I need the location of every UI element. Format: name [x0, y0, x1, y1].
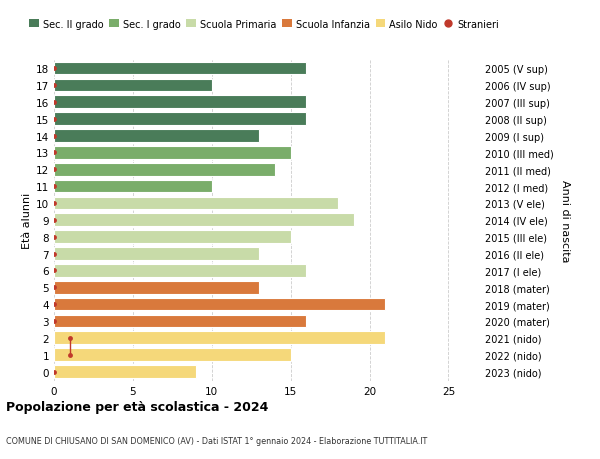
Bar	[54, 315, 307, 328]
Bar	[54, 79, 212, 92]
Bar	[54, 348, 290, 361]
Bar	[54, 214, 354, 227]
Bar	[54, 197, 338, 210]
Bar	[54, 298, 385, 311]
Legend: Sec. II grado, Sec. I grado, Scuola Primaria, Scuola Infanzia, Asilo Nido, Stran: Sec. II grado, Sec. I grado, Scuola Prim…	[29, 20, 499, 29]
Text: COMUNE DI CHIUSANO DI SAN DOMENICO (AV) - Dati ISTAT 1° gennaio 2024 - Elaborazi: COMUNE DI CHIUSANO DI SAN DOMENICO (AV) …	[6, 436, 427, 445]
Bar	[54, 96, 307, 109]
Bar	[54, 365, 196, 378]
Bar	[54, 248, 259, 260]
Bar	[54, 231, 290, 243]
Bar	[54, 163, 275, 176]
Bar	[54, 332, 385, 344]
Bar	[54, 147, 290, 159]
Bar	[54, 281, 259, 294]
Y-axis label: Età alunni: Età alunni	[22, 192, 32, 248]
Bar	[54, 113, 307, 126]
Bar	[54, 130, 259, 142]
Bar	[54, 62, 307, 75]
Bar	[54, 264, 307, 277]
Y-axis label: Anni di nascita: Anni di nascita	[560, 179, 570, 262]
Text: Popolazione per età scolastica - 2024: Popolazione per età scolastica - 2024	[6, 400, 268, 413]
Bar	[54, 180, 212, 193]
